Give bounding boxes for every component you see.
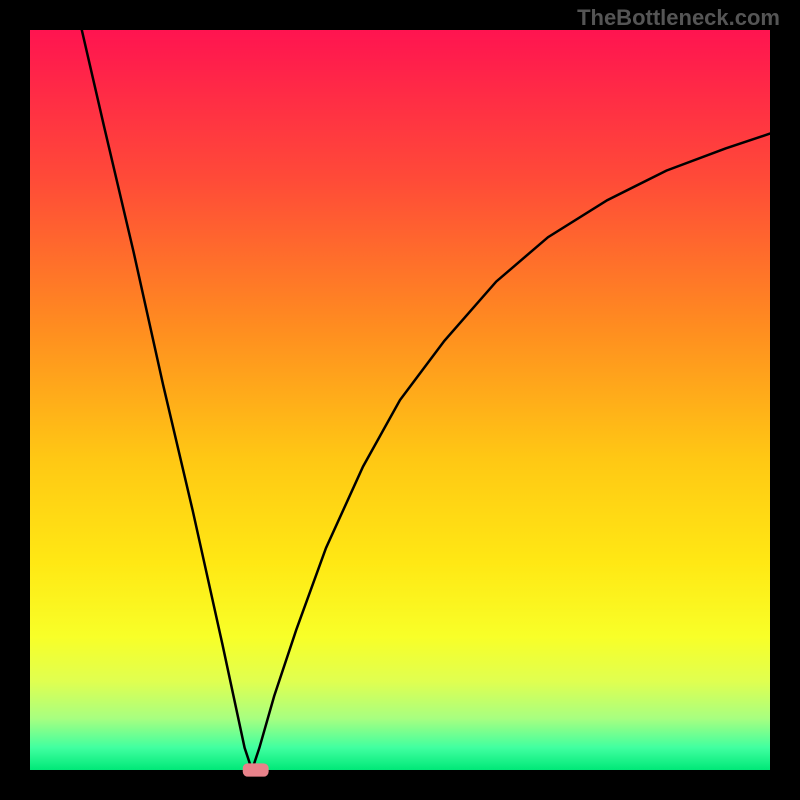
watermark-text: TheBottleneck.com: [577, 5, 780, 31]
minimum-marker: [243, 763, 269, 776]
chart-container: [0, 0, 800, 800]
bottleneck-chart: [0, 0, 800, 800]
